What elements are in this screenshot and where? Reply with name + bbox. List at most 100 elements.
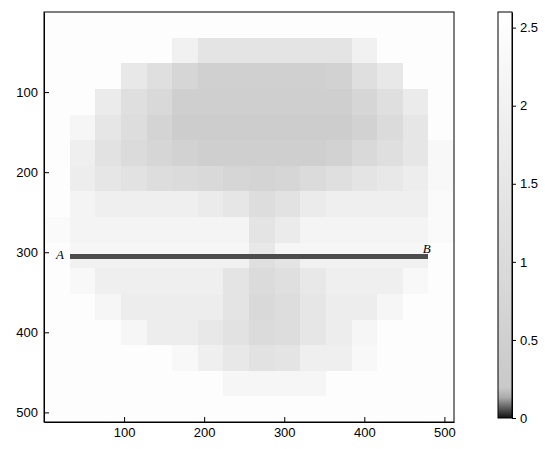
tick: 500 — [434, 417, 456, 440]
heat-cell — [44, 217, 70, 243]
heat-cell — [275, 166, 301, 192]
heat-cell — [44, 140, 70, 166]
heat-cell — [198, 166, 224, 192]
heat-cell — [249, 371, 275, 397]
heat-cell — [172, 259, 198, 269]
heat-cell — [352, 12, 378, 38]
heat-cell — [275, 320, 301, 346]
tick-mark — [44, 92, 49, 93]
heat-cell — [70, 294, 96, 320]
heat-cell — [223, 12, 249, 38]
heat-cell — [352, 191, 378, 217]
heat-cell — [198, 345, 224, 371]
heat-cell — [70, 396, 96, 422]
tick-label: 300 — [274, 425, 296, 440]
tick: 0 — [512, 411, 527, 426]
heat-cell — [172, 89, 198, 115]
plot-frame — [44, 12, 454, 422]
tick: 1.5 — [512, 176, 538, 191]
tick: 300 — [274, 417, 296, 440]
heat-cell — [275, 63, 301, 89]
tick-mark — [512, 106, 516, 107]
heat-cell — [121, 396, 147, 422]
tick-mark — [44, 252, 49, 253]
heat-cell — [428, 396, 454, 422]
heat-cell — [428, 371, 454, 397]
heat-cell — [403, 38, 429, 64]
heat-cell — [95, 12, 121, 38]
heat-cell — [326, 89, 352, 115]
heat-cell — [70, 217, 96, 243]
heat-cell — [198, 254, 224, 259]
heat-cell — [403, 259, 429, 269]
heat-cell — [377, 371, 403, 397]
heat-cell — [300, 38, 326, 64]
heat-cell — [44, 294, 70, 320]
heat-cell — [249, 115, 275, 141]
heat-cell — [223, 345, 249, 371]
heat-cell — [249, 294, 275, 320]
tick-label: 0 — [520, 411, 527, 426]
tick: 100 — [114, 417, 136, 440]
heat-cell — [44, 268, 70, 294]
heat-cell — [249, 320, 275, 346]
heat-cell — [147, 345, 173, 371]
tick: 2.5 — [512, 20, 538, 35]
tick-label: 200 — [194, 425, 216, 440]
colorbar — [498, 12, 512, 418]
heat-cell — [70, 63, 96, 89]
heat-cell — [249, 38, 275, 64]
heat-cell — [223, 243, 249, 254]
heat-cell — [377, 217, 403, 243]
heat-cell — [428, 38, 454, 64]
heat-cell — [70, 191, 96, 217]
heat-cell — [172, 191, 198, 217]
heat-cell — [172, 217, 198, 243]
heat-cell — [352, 294, 378, 320]
heat-cell — [70, 345, 96, 371]
heat-cell — [352, 217, 378, 243]
heat-cell — [352, 254, 378, 259]
heat-cell — [428, 191, 454, 217]
heat-cell — [352, 63, 378, 89]
heat-cell — [121, 345, 147, 371]
heat-cell — [198, 191, 224, 217]
heat-cell — [249, 89, 275, 115]
tick-mark — [44, 172, 49, 173]
tick-label: 1.5 — [520, 176, 538, 191]
heat-cell — [172, 12, 198, 38]
heat-cell — [223, 268, 249, 294]
heat-cell — [300, 217, 326, 243]
heat-cell — [275, 140, 301, 166]
heat-cell — [44, 63, 70, 89]
heat-cell — [172, 345, 198, 371]
heat-cell — [172, 294, 198, 320]
heat-cell — [44, 320, 70, 346]
tick-label: 100 — [16, 85, 38, 100]
tick-label: 100 — [114, 425, 136, 440]
heat-cell — [249, 259, 275, 269]
heat-cell — [300, 268, 326, 294]
heat-cell — [121, 254, 147, 259]
heat-cell — [44, 12, 70, 38]
heat-cell — [300, 254, 326, 259]
heat-cell — [95, 371, 121, 397]
heat-cell — [275, 345, 301, 371]
axis-line — [512, 13, 513, 419]
heat-cell — [403, 115, 429, 141]
tick: 2 — [512, 98, 527, 113]
tick-label: 2 — [520, 98, 527, 113]
heat-cell — [223, 217, 249, 243]
heat-cell — [352, 396, 378, 422]
tick-label: 0.5 — [520, 333, 538, 348]
heat-cell — [377, 259, 403, 269]
heat-cell — [326, 140, 352, 166]
tick-label: 300 — [16, 245, 38, 260]
tick-mark — [44, 332, 49, 333]
heat-cell — [300, 89, 326, 115]
tick-label: 1 — [520, 255, 527, 270]
tick: 0.5 — [512, 333, 538, 348]
heat-cell — [147, 63, 173, 89]
heat-cell — [147, 12, 173, 38]
heat-cell — [121, 12, 147, 38]
